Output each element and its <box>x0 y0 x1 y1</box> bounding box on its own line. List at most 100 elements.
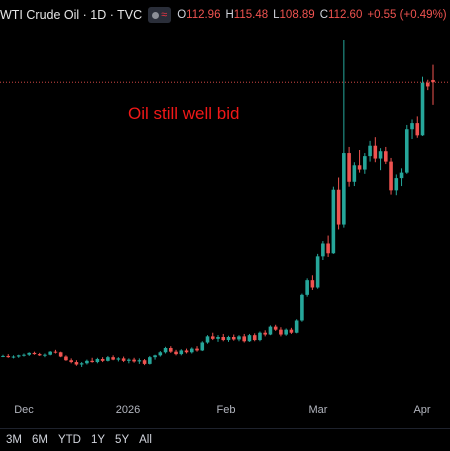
candle-body <box>326 243 330 254</box>
candle-body <box>368 145 372 157</box>
range-1y-button[interactable]: 1Y <box>90 434 106 446</box>
price-chart[interactable]: Dec 2026 Feb Mar Apr <box>0 0 450 428</box>
candle-body <box>100 359 105 361</box>
candle-body <box>300 294 304 321</box>
candle-body <box>200 342 205 351</box>
candle-body <box>95 359 100 363</box>
candle-body <box>268 326 273 335</box>
candle-body <box>352 165 357 182</box>
candle-body <box>169 348 173 352</box>
candle-body <box>294 320 299 333</box>
candle-body <box>263 332 267 335</box>
chart-annotation: Oil still well bid <box>128 104 240 123</box>
symbol-title[interactable]: WTI Crude Oil · 1D · TVC <box>0 8 143 22</box>
candle-body <box>48 351 52 355</box>
candle-body <box>148 357 152 364</box>
ohlc-close: C112.60 <box>319 9 363 21</box>
candle-body <box>6 355 11 358</box>
candle-body <box>69 360 73 363</box>
candle-body <box>43 354 47 356</box>
x-tick-label: Mar <box>309 404 328 416</box>
candle-body <box>226 337 231 341</box>
candle-body <box>347 153 351 182</box>
candle-body <box>247 335 252 342</box>
candle-body <box>242 336 247 342</box>
candle-body <box>53 351 58 353</box>
candle-body <box>315 256 320 288</box>
candle-body <box>111 357 115 360</box>
candle-body <box>179 350 184 355</box>
candle-body <box>22 354 26 356</box>
candle-body <box>231 337 236 340</box>
x-tick-label: 2026 <box>116 404 140 416</box>
candle-body <box>27 352 32 355</box>
candle-body <box>342 153 346 225</box>
candle-body <box>127 359 131 361</box>
candle-body <box>321 243 325 257</box>
range-all-button[interactable]: All <box>139 434 152 446</box>
candle-body <box>74 362 79 365</box>
range-5y-button[interactable]: 5Y <box>115 434 130 446</box>
candle-body <box>410 123 414 130</box>
candle-body <box>279 329 283 335</box>
x-axis: Dec 2026 Feb Mar Apr <box>14 404 431 416</box>
candle-body <box>116 358 121 360</box>
candle-body <box>37 354 42 356</box>
candle-body <box>420 82 425 136</box>
candle-body <box>404 129 409 173</box>
candle-body <box>174 351 178 355</box>
candle-body <box>90 360 94 363</box>
candle-body <box>399 172 404 179</box>
ohlc-change: +0.55 (+0.49%) <box>367 9 447 21</box>
candlestick-chart[interactable]: Dec 2026 Feb Mar Apr <box>0 0 450 428</box>
candle-body <box>363 156 367 170</box>
candle-body <box>79 363 84 365</box>
candle-body <box>357 165 362 170</box>
dot-icon <box>152 11 160 19</box>
range-3m-button[interactable]: 3M <box>6 434 22 446</box>
candle-body <box>121 358 126 361</box>
candle-body <box>58 352 63 357</box>
candle-body <box>310 280 315 288</box>
candle-body <box>284 329 288 335</box>
candle-body <box>205 336 210 343</box>
range-ytd-button[interactable]: YTD <box>57 434 81 446</box>
ohlc-low: L108.89 <box>273 9 315 21</box>
candle-body <box>142 360 147 364</box>
ohlc-high: H115.48 <box>225 9 269 21</box>
date-range-bar: 3M 6M YTD 1Y 5Y All <box>0 428 450 451</box>
wave-icon: ≈ <box>161 8 168 21</box>
ohlc-open: O112.96 <box>177 9 221 21</box>
candle-body <box>216 337 220 339</box>
candle-body <box>384 151 388 162</box>
candle-body <box>32 352 37 355</box>
candle-body <box>425 82 430 87</box>
x-tick-label: Apr <box>413 404 430 416</box>
candle-body <box>237 336 241 340</box>
candle-body <box>252 335 257 341</box>
candle-body <box>221 337 226 341</box>
x-tick-label: Dec <box>14 404 34 416</box>
candle-body <box>389 161 393 191</box>
candle-body <box>11 356 16 358</box>
candle-body <box>106 357 110 361</box>
candle-body <box>163 348 168 353</box>
candle-body <box>378 151 383 159</box>
candle-body <box>137 360 142 362</box>
range-6m-button[interactable]: 6M <box>31 434 48 446</box>
candle-body <box>336 189 341 225</box>
candle-body <box>132 359 136 362</box>
candle-body <box>16 355 21 357</box>
candle-body <box>373 145 378 159</box>
x-tick-label: Feb <box>217 404 236 416</box>
indicator-toggle-button[interactable]: ≈ <box>148 7 172 23</box>
candle-body <box>431 79 435 83</box>
candle-body <box>305 280 309 295</box>
candle-body <box>258 332 262 341</box>
candle-body <box>415 123 420 136</box>
candle-body <box>184 350 189 353</box>
candle-body <box>195 348 199 351</box>
candles-group <box>1 40 435 367</box>
candle-body <box>273 326 278 330</box>
candle-body <box>85 360 89 364</box>
